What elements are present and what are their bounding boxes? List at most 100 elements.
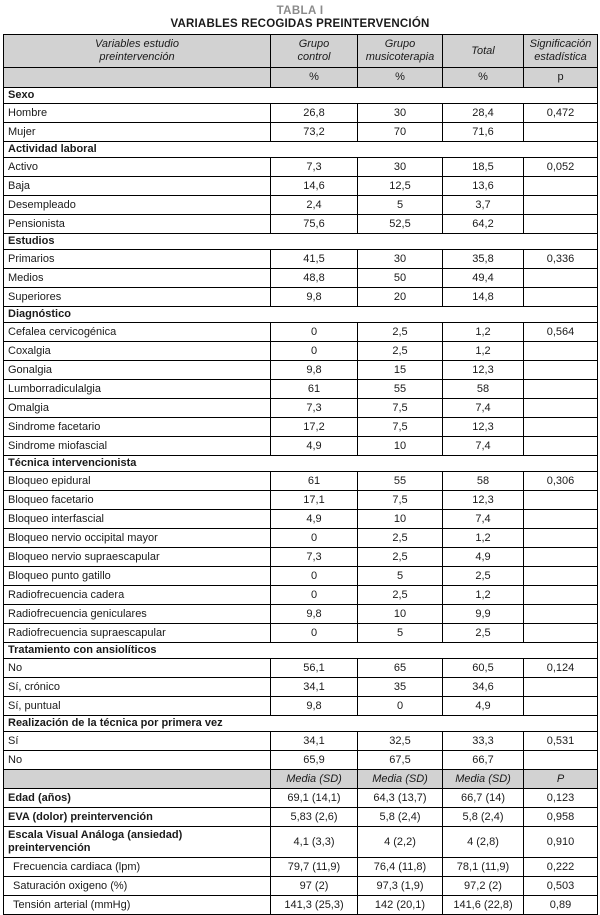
table-row: Mujer 73,2 70 71,6 [3, 122, 598, 142]
cell-value: 0,123 [523, 788, 598, 808]
table-row: Omalgia 7,3 7,5 7,4 [3, 398, 598, 418]
table-row: Bloqueo nervio occipital mayor 0 2,5 1,2 [3, 528, 598, 548]
table-row: Desempleado 2,4 5 3,7 [3, 195, 598, 215]
cell-value: 12,3 [442, 360, 524, 380]
row-label: Bloqueo facetario [3, 490, 271, 510]
cell-value: 2,4 [270, 195, 358, 215]
cell-value: 0 [270, 341, 358, 361]
row-label: Bloqueo interfascial [3, 509, 271, 529]
table-row: EVA (dolor) preintervención 5,83 (2,6) 5,8… [3, 807, 598, 827]
cell-value: 76,4 (11,8) [357, 857, 443, 877]
table-row: Escala Visual Análoga (ansiedad) preinte… [3, 826, 598, 858]
section-header-label: Actividad laboral [3, 141, 598, 158]
cell-value: 0 [270, 623, 358, 643]
cell-value: 7,4 [442, 436, 524, 456]
cell-value: 10 [357, 509, 443, 529]
cell-value: 12,5 [357, 176, 443, 196]
table-row: No 65,9 67,5 66,7 [3, 750, 598, 770]
col-header-grupo-musicoterapia: Grupo musicoterapia [357, 34, 443, 68]
table-row: Radiofrecuencia supraescapular 0 5 2,5 [3, 623, 598, 643]
measures-header-cell: P [523, 769, 598, 789]
cell-value: 7,4 [442, 509, 524, 529]
table-row: Medios 48,8 50 49,4 [3, 268, 598, 288]
cell-value: 7,3 [270, 547, 358, 567]
cell-value: 7,3 [270, 398, 358, 418]
cell-value: 64,2 [442, 214, 524, 234]
cell-value: 5 [357, 195, 443, 215]
table-row: Frecuencia cardiaca (lpm) 79,7 (11,9) 76,4… [3, 857, 598, 877]
cell-value: 2,5 [442, 623, 524, 643]
cell-value: 10 [357, 436, 443, 456]
cell-value [523, 436, 598, 456]
row-label: Pensionista [3, 214, 271, 234]
cell-value [523, 490, 598, 510]
table-row: Sí, crónico 34,1 35 34,6 [3, 677, 598, 697]
cell-value: 5,8 (2,4) [442, 807, 524, 827]
cell-value: 26,8 [270, 103, 358, 123]
preintervention-variables-table: Variables estudio preintervención Grupo … [3, 34, 598, 915]
cell-value: 13,6 [442, 176, 524, 196]
table-body: Sexo Hombre 26,8 30 28,4 0,472 Mujer 73,2 70 71,6… [3, 87, 598, 915]
cell-value: 48,8 [270, 268, 358, 288]
cell-value: 65,9 [270, 750, 358, 770]
cell-value: 66,7 [442, 750, 524, 770]
table-row: Radiofrecuencia geniculares 9,8 10 9,9 [3, 604, 598, 624]
measures-header-cell: Media (SD) [442, 769, 524, 789]
row-label: Bloqueo nervio occipital mayor [3, 528, 271, 548]
cell-value: 61 [270, 379, 358, 399]
cell-value: 0 [357, 696, 443, 716]
table-row: Gonalgia 9,8 15 12,3 [3, 360, 598, 380]
cell-value: 69,1 (14,1) [270, 788, 358, 808]
cell-value: 1,2 [442, 585, 524, 605]
cell-value [523, 417, 598, 437]
cell-value: 14,6 [270, 176, 358, 196]
cell-value: 2,5 [357, 585, 443, 605]
cell-value: 75,6 [270, 214, 358, 234]
cell-value: 32,5 [357, 731, 443, 751]
cell-value: 30 [357, 103, 443, 123]
cell-value: 73,2 [270, 122, 358, 142]
cell-value: 0,472 [523, 103, 598, 123]
cell-value: 2,5 [357, 322, 443, 342]
table-row: Superiores 9,8 20 14,8 [3, 287, 598, 307]
cell-value: 7,4 [442, 398, 524, 418]
cell-value: 15 [357, 360, 443, 380]
col-header-total: Total [442, 34, 524, 68]
unit-cell-percent: % [357, 67, 443, 88]
cell-value [523, 214, 598, 234]
row-label: Medios [3, 268, 271, 288]
cell-value: 141,3 (25,3) [270, 895, 358, 915]
table-row: Edad (años) 69,1 (14,1) 64,3 (13,7) 66,7 (1… [3, 788, 598, 808]
cell-value: 2,5 [442, 566, 524, 586]
cell-value: 30 [357, 249, 443, 269]
cell-value: 0,336 [523, 249, 598, 269]
cell-value: 17,2 [270, 417, 358, 437]
title-block: TABLA I VARIABLES RECOGIDAS PREINTERVENC… [3, 5, 597, 30]
row-label: Sí [3, 731, 271, 751]
cell-value: 0,306 [523, 471, 598, 491]
cell-value: 7,5 [357, 398, 443, 418]
col-header-variables: Variables estudio preintervención [3, 34, 271, 68]
cell-value [523, 122, 598, 142]
cell-value: 41,5 [270, 249, 358, 269]
cell-value: 4,1 (3,3) [270, 826, 358, 858]
cell-value: 56,1 [270, 658, 358, 678]
cell-value: 5 [357, 566, 443, 586]
cell-value [523, 528, 598, 548]
section-header-row: Sexo [3, 87, 598, 104]
cell-value: 0 [270, 566, 358, 586]
section-header-label: Sexo [3, 87, 598, 104]
cell-value: 7,5 [357, 417, 443, 437]
cell-value: 5,83 (2,6) [270, 807, 358, 827]
cell-value [523, 287, 598, 307]
row-label: Tensión arterial (mmHg) [3, 895, 271, 915]
cell-value: 14,8 [442, 287, 524, 307]
cell-value: 66,7 (14) [442, 788, 524, 808]
row-label: Sindrome facetario [3, 417, 271, 437]
cell-value: 0,89 [523, 895, 598, 915]
table-row: Sí, puntual 9,8 0 4,9 [3, 696, 598, 716]
section-header-row: Actividad laboral [3, 141, 598, 158]
row-label: Cefalea cervicogénica [3, 322, 271, 342]
col-header-significacion: Significación estadística [523, 34, 598, 68]
cell-value: 35 [357, 677, 443, 697]
